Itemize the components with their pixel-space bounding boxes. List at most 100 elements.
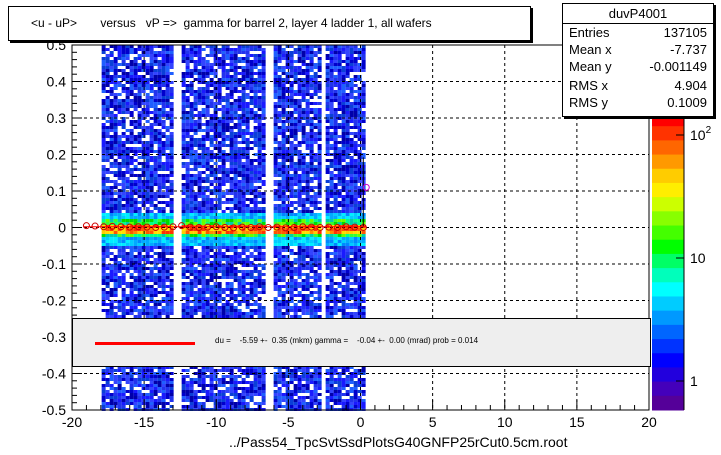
heatmap-cell [273,297,278,300]
heatmap-cell [293,147,298,150]
heatmap-cell [137,240,142,243]
heatmap-cell [117,141,122,144]
heatmap-cell [209,381,214,384]
heatmap-cell [297,201,302,204]
heatmap-cell [121,162,126,165]
heatmap-cell [341,159,346,162]
heatmap-cell [189,315,194,318]
heatmap-cell [329,90,334,93]
heatmap-cell [233,273,238,276]
heatmap-cell [181,177,186,180]
heatmap-cell [329,177,334,180]
heatmap-cell [149,255,154,258]
heatmap-cell [273,234,278,237]
heatmap-cell [161,126,166,129]
heatmap-cell [121,99,126,102]
heatmap-cell [209,231,214,234]
heatmap-cell [165,384,170,387]
heatmap-cell [241,300,246,303]
heatmap-cell [201,192,206,195]
heatmap-cell [221,273,226,276]
heatmap-cell [157,396,162,399]
heatmap-cell [129,204,134,207]
heatmap-cell [273,171,278,174]
heatmap-cell [229,132,234,135]
heatmap-cell [293,228,298,231]
heatmap-cell [129,93,134,96]
heatmap-cell [169,45,174,48]
heatmap-cell [197,129,202,132]
heatmap-cell [341,93,346,96]
heatmap-cell [229,303,234,306]
heatmap-cell [329,63,334,66]
heatmap-cell [277,372,282,375]
heatmap-cell [185,240,190,243]
heatmap-cell [121,291,126,294]
heatmap-cell [289,66,294,69]
heatmap-cell [197,192,202,195]
heatmap-cell [309,222,314,225]
heatmap-cell [217,123,222,126]
heatmap-cell [285,138,290,141]
heatmap-cell [193,216,198,219]
heatmap-cell [257,243,262,246]
heatmap-cell [253,309,258,312]
heatmap-cell [325,114,330,117]
heatmap-cell [113,240,118,243]
heatmap-cell [181,375,186,378]
heatmap-cell [145,216,150,219]
heatmap-cell [145,96,150,99]
heatmap-cell [293,288,298,291]
heatmap-cell [137,237,142,240]
heatmap-cell [245,138,250,141]
heatmap-cell [281,294,286,297]
heatmap-cell [329,186,334,189]
heatmap-cell [109,378,114,381]
heatmap-cell [133,264,138,267]
heatmap-cell [301,258,306,261]
heatmap-cell [329,258,334,261]
heatmap-cell [213,177,218,180]
heatmap-cell [281,219,286,222]
heatmap-cell [121,240,126,243]
heatmap-cell [305,234,310,237]
heatmap-cell [229,87,234,90]
heatmap-cell [221,222,226,225]
heatmap-cell [133,201,138,204]
heatmap-cell [285,78,290,81]
heatmap-cell [153,75,158,78]
heatmap-cell [201,216,206,219]
heatmap-cell [213,240,218,243]
heatmap-cell [165,213,170,216]
heatmap-cell [293,384,298,387]
heatmap-cell [237,117,242,120]
heatmap-cell [113,282,118,285]
heatmap-cell [125,207,130,210]
heatmap-cell [277,45,282,48]
heatmap-cell [309,372,314,375]
heatmap-cell [229,183,234,186]
heatmap-cell [229,138,234,141]
heatmap-cell [293,273,298,276]
heatmap-cell [197,63,202,66]
heatmap-cell [181,51,186,54]
heatmap-cell [325,240,330,243]
heatmap-cell [333,381,338,384]
heatmap-cell [305,261,310,264]
heatmap-cell [121,108,126,111]
heatmap-cell [257,105,262,108]
heatmap-cell [341,174,346,177]
heatmap-cell [137,183,142,186]
heatmap-cell [209,171,214,174]
heatmap-cell [317,123,322,126]
heatmap-cell [193,45,198,48]
heatmap-cell [105,396,110,399]
heatmap-cell [129,120,134,123]
heatmap-cell [253,102,258,105]
heatmap-cell [341,129,346,132]
heatmap-cell [141,312,146,315]
heatmap-cell [153,45,158,48]
heatmap-cell [233,126,238,129]
heatmap-cell [249,210,254,213]
heatmap-cell [253,204,258,207]
